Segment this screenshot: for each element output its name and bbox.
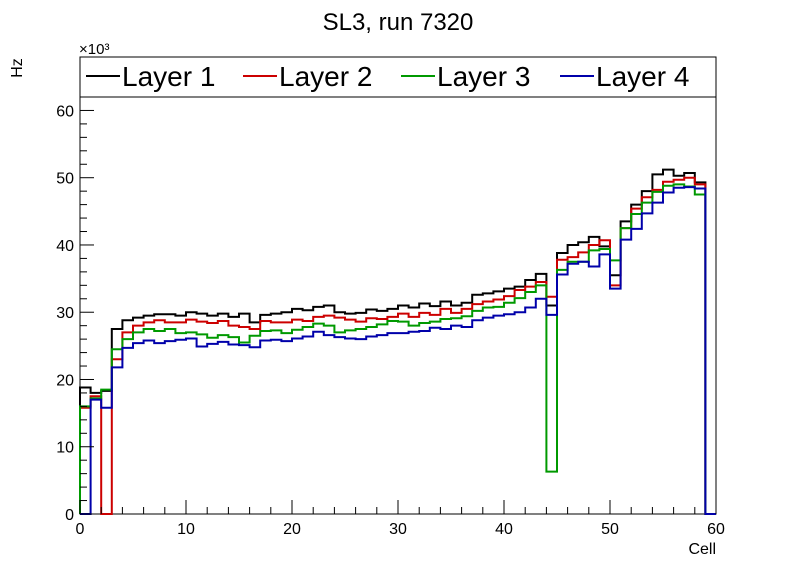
y-tick-label: 20 (56, 372, 74, 389)
x-tick-label: 40 (495, 521, 513, 538)
legend-label-layer-4: Layer 4 (596, 61, 689, 92)
legend: Layer 1 Layer 2 Layer 3 Layer 4 (79, 56, 717, 98)
x-tick-label: 30 (389, 521, 407, 538)
y-tick-label: 10 (56, 440, 74, 457)
series-line-layer-3 (79, 183, 716, 515)
legend-label-layer-1: Layer 1 (122, 61, 215, 92)
x-tick-label: 0 (76, 521, 85, 538)
x-axis-label: Cell (688, 541, 716, 558)
series-group (79, 168, 716, 515)
x-tick-label: 20 (283, 521, 301, 538)
axes-group: 0 10 20 30 40 50 60 0 10 20 30 40 50 60 (56, 96, 725, 538)
legend-label-layer-3: Layer 3 (437, 61, 530, 92)
x-tick-label: 10 (177, 521, 195, 538)
y-multiplier-label: ×10³ (79, 41, 109, 58)
series-line-layer-4 (80, 186, 716, 515)
y-tick-label: 60 (56, 103, 74, 120)
y-tick-label: 50 (56, 171, 74, 188)
y-tick-label: 40 (56, 238, 74, 255)
y-tick-label: 30 (56, 305, 74, 322)
y-tick-label: 0 (65, 507, 74, 524)
x-tick-label: 60 (707, 521, 725, 538)
legend-box (79, 56, 717, 98)
y-axis-label: Hz (9, 58, 26, 78)
chart-title: SL3, run 7320 (323, 9, 474, 36)
x-tick-label: 50 (601, 521, 619, 538)
legend-label-layer-2: Layer 2 (279, 61, 372, 92)
